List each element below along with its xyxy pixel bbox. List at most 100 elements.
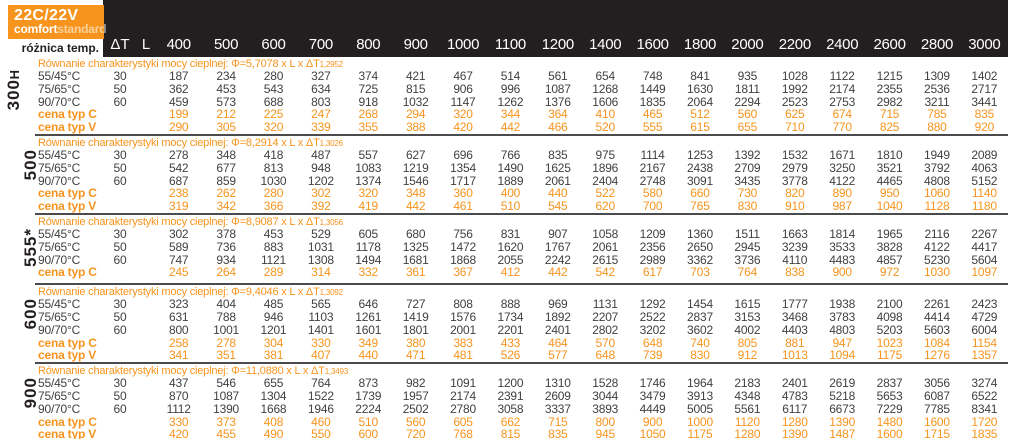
heat-output-cell: 3337 — [544, 401, 571, 416]
price-cell: 648 — [642, 335, 663, 350]
heat-output-cell: 4803 — [829, 322, 856, 337]
equation-exponent: 1,3056 — [319, 217, 343, 227]
column-header-length: 2800 — [920, 36, 954, 53]
price-row-label: cena typ V — [38, 348, 97, 363]
heat-output-cell: 2055 — [497, 252, 524, 267]
heat-output-cell: 278 — [168, 147, 189, 162]
heat-output-cell: 1964 — [687, 376, 713, 391]
model-name: 22C/22V — [14, 7, 79, 24]
heat-output-cell: 1308 — [307, 252, 334, 267]
row-values: 290 305 320 339 355 388 420 442 466 520 555 615 655 7… — [155, 121, 1008, 134]
heat-output-cell: 327 — [311, 69, 331, 83]
price-cell: 420 — [453, 120, 473, 135]
heat-output-cell: 1374 — [355, 173, 382, 188]
heat-output-cell: 543 — [263, 81, 284, 96]
heat-output-cell: 1402 — [971, 69, 998, 83]
heat-output-cell: 3211 — [924, 94, 950, 109]
price-cell: 710 — [785, 120, 805, 135]
heat-output-cell: 1625 — [544, 160, 571, 175]
heat-output-cell: 2089 — [971, 147, 998, 162]
temp-row-label: 90/70°C — [38, 173, 81, 188]
price-cell: 330 — [168, 414, 189, 429]
price-cell: 360 — [453, 186, 473, 201]
heat-output-cell: 918 — [358, 94, 379, 109]
heat-output-cell: 934 — [216, 252, 236, 267]
heat-output-cell: 561 — [548, 69, 568, 83]
price-cell: 420 — [168, 427, 189, 439]
price-cell: 835 — [974, 107, 995, 122]
heat-output-cell: 1777 — [781, 297, 808, 312]
price-cell: 339 — [311, 120, 331, 135]
table-row: cena typ C 238 262 280 302 320 348 360 400 440 522… — [35, 187, 1008, 200]
heat-output-cell: 1454 — [687, 297, 713, 312]
price-cell: 1084 — [923, 335, 950, 350]
heat-output-cell: 2709 — [734, 160, 761, 175]
heat-output-cell: 725 — [358, 81, 379, 96]
price-cell: 412 — [500, 265, 521, 280]
heat-output-cell: 565 — [311, 297, 331, 312]
heat-output-cell: 1419 — [402, 309, 429, 324]
price-cell: 720 — [405, 427, 426, 439]
row-values: 459 573 688 803 918 1032 1147 1262 1376 1606 1835 2… — [155, 94, 1008, 109]
heat-output-cell: 1681 — [402, 252, 429, 267]
price-cell: 770 — [832, 120, 852, 135]
delta-t-value: 30 — [113, 147, 127, 162]
heat-output-cell: 1814 — [829, 226, 856, 241]
heat-output-cell: 1147 — [450, 94, 476, 109]
delta-t-value: 50 — [113, 309, 127, 324]
group-size-label: 600 — [21, 298, 40, 330]
heat-output-cell: 808 — [453, 297, 473, 312]
price-cell: 785 — [927, 107, 947, 122]
heat-output-cell: 4783 — [781, 388, 808, 403]
heat-output-cell: 3058 — [497, 401, 524, 416]
heat-output-cell: 2064 — [687, 94, 713, 109]
price-cell: 945 — [595, 427, 616, 439]
price-row-label: cena typ C — [38, 186, 97, 201]
heat-output-cell: 3479 — [639, 388, 666, 403]
price-cell: 545 — [548, 199, 568, 214]
heat-output-cell: 5230 — [923, 252, 950, 267]
price-cell: 355 — [358, 120, 379, 135]
price-cell: 320 — [453, 107, 473, 122]
heat-output-cell: 831 — [500, 226, 521, 241]
heat-output-cell: 870 — [168, 388, 189, 403]
column-header-length: 500 — [214, 36, 239, 53]
price-cell: 225 — [263, 107, 284, 122]
price-cell: 361 — [405, 265, 426, 280]
heat-output-cell: 3441 — [971, 94, 998, 109]
column-header-length: 1100 — [494, 36, 526, 53]
price-cell: 1715 — [923, 427, 950, 439]
model-badge: 22C/22V comfortstandard — [8, 5, 107, 39]
table-row: 55/45°C 30 187 234 280 327 374 421 467 514 561 654 7… — [35, 70, 1008, 83]
column-header-length: 1600 — [636, 36, 669, 53]
heat-output-cell: 2650 — [687, 239, 713, 254]
column-header-length: 400 — [166, 36, 191, 53]
power-equation: Równanie charakterystyki mocy cieplnej: … — [38, 136, 343, 149]
price-cell: 912 — [737, 348, 758, 363]
heat-output-cell: 1112 — [166, 401, 191, 416]
price-cell: 550 — [311, 427, 331, 439]
heat-output-cell: 1620 — [497, 239, 524, 254]
heat-output-cell: 2401 — [781, 376, 808, 391]
price-cell: 700 — [642, 199, 663, 214]
price-cell: 1390 — [781, 427, 808, 439]
heat-output-cell: 4857 — [876, 252, 903, 267]
price-cell: 1835 — [971, 427, 998, 439]
heat-output-cell: 1671 — [829, 147, 856, 162]
heat-output-cell: 1103 — [308, 309, 334, 324]
heat-output-cell: 4098 — [876, 309, 903, 324]
column-header-delta-t: ΔT — [110, 36, 130, 53]
heat-output-cell: 1522 — [307, 388, 334, 403]
price-cell: 830 — [737, 199, 758, 214]
heat-output-cell: 2100 — [876, 297, 903, 312]
column-header-length: 1400 — [589, 36, 622, 53]
heat-output-cell: 557 — [358, 147, 379, 162]
heat-output-cell: 5152 — [971, 173, 998, 188]
heat-output-cell: 1606 — [592, 94, 619, 109]
column-header-length-symbol: L — [141, 36, 151, 53]
table-row: 55/45°C 30 278 348 418 487 557 627 696 766 835 975 1… — [35, 149, 1008, 162]
column-header-length: 2000 — [731, 36, 764, 53]
price-cell: 1175 — [877, 348, 903, 363]
price-cell: 320 — [358, 186, 379, 201]
heat-output-cell: 8341 — [971, 401, 998, 416]
